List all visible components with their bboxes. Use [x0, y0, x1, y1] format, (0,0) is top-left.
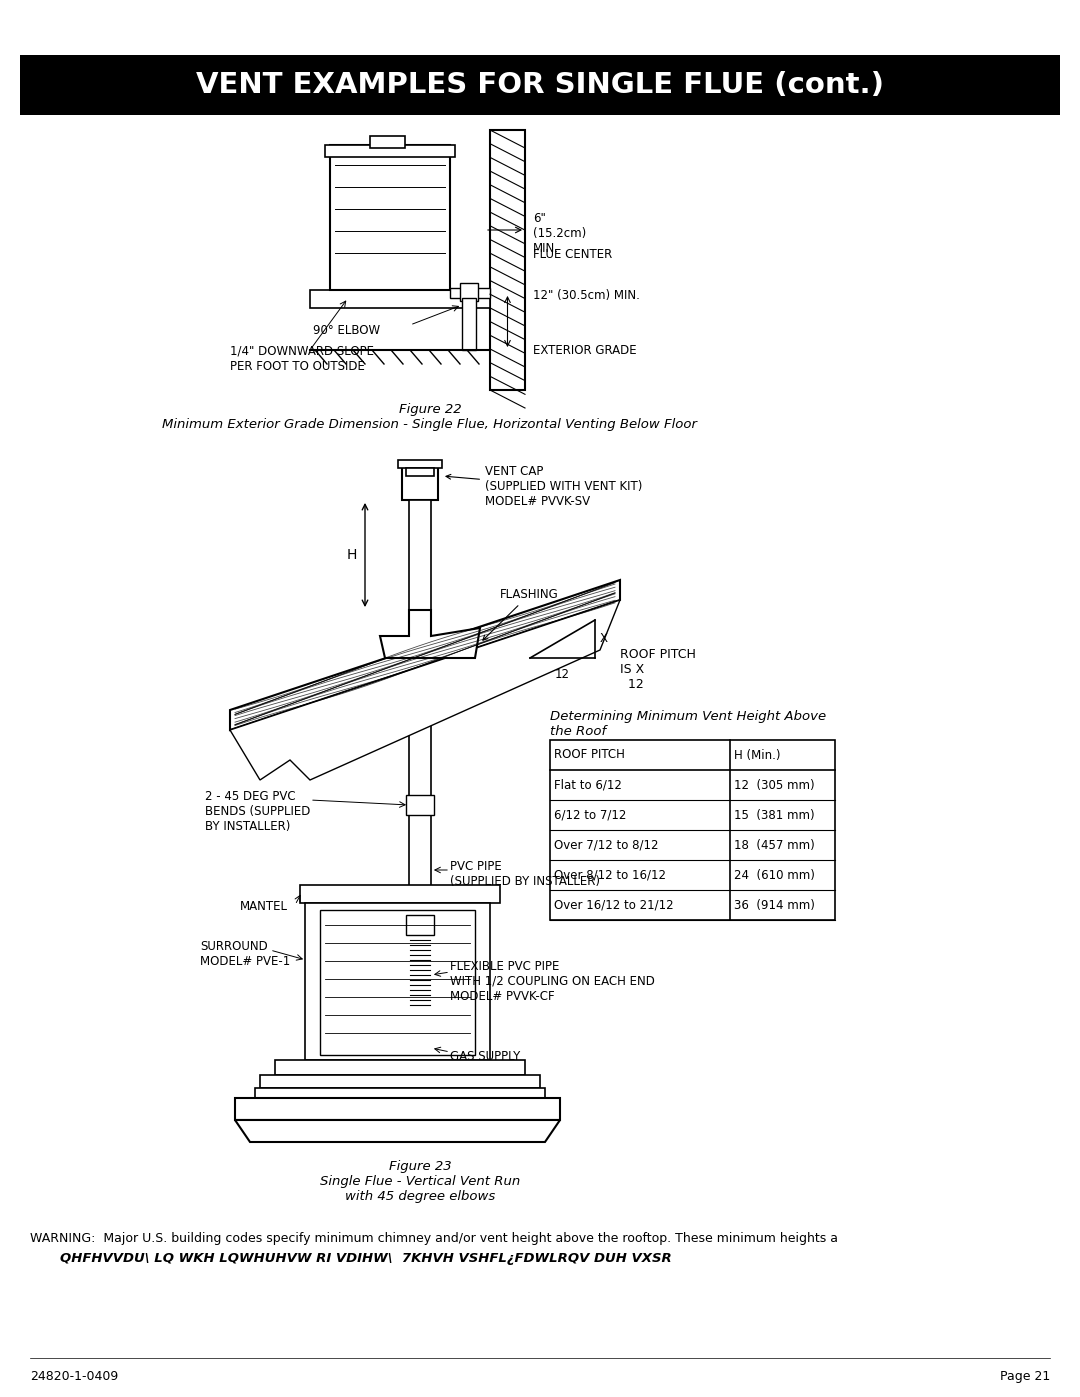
Text: VENT EXAMPLES FOR SINGLE FLUE (cont.): VENT EXAMPLES FOR SINGLE FLUE (cont.): [195, 71, 885, 99]
Text: 6"
(15.2cm)
MIN.: 6" (15.2cm) MIN.: [534, 212, 586, 256]
Text: Over 8/12 to 16/12: Over 8/12 to 16/12: [554, 869, 666, 882]
Bar: [235, 1098, 561, 1120]
Bar: [406, 795, 434, 814]
Text: 2 - 45 DEG PVC
BENDS (SUPPLIED
BY INSTALLER): 2 - 45 DEG PVC BENDS (SUPPLIED BY INSTAL…: [205, 789, 310, 833]
Text: 12" (30.5cm) MIN.: 12" (30.5cm) MIN.: [534, 289, 639, 302]
Text: Flat to 6/12: Flat to 6/12: [554, 778, 622, 792]
Text: Single Flue - Vertical Vent Run: Single Flue - Vertical Vent Run: [320, 1175, 521, 1187]
Bar: [310, 291, 490, 307]
Bar: [406, 468, 434, 476]
Text: 12  (305 mm): 12 (305 mm): [734, 778, 814, 792]
Bar: [255, 1088, 545, 1102]
Text: 12: 12: [555, 668, 570, 680]
Bar: [370, 136, 405, 148]
Text: Determining Minimum Vent Height Above
the Roof: Determining Minimum Vent Height Above th…: [550, 710, 826, 738]
Text: Minimum Exterior Grade Dimension - Single Flue, Horizontal Venting Below Floor: Minimum Exterior Grade Dimension - Singl…: [162, 418, 698, 432]
Text: 1/4" DOWNWARD SLOPE
PER FOOT TO OUTSIDE: 1/4" DOWNWARD SLOPE PER FOOT TO OUTSIDE: [230, 345, 374, 373]
Text: ROOF PITCH: ROOF PITCH: [554, 749, 625, 761]
Text: VENT CAP
(SUPPLIED WITH VENT KIT)
MODEL# PVVK-SV: VENT CAP (SUPPLIED WITH VENT KIT) MODEL#…: [446, 465, 643, 509]
Polygon shape: [235, 1120, 561, 1141]
Bar: [460, 284, 478, 300]
Text: X: X: [600, 633, 608, 645]
Text: Over 7/12 to 8/12: Over 7/12 to 8/12: [554, 838, 659, 852]
Text: PVC PIPE
(SUPPLIED BY INSTALLER): PVC PIPE (SUPPLIED BY INSTALLER): [450, 861, 600, 888]
Bar: [462, 298, 476, 351]
Bar: [450, 288, 490, 298]
Bar: [399, 460, 442, 468]
Bar: [305, 902, 490, 1060]
Text: 36  (914 mm): 36 (914 mm): [734, 898, 815, 911]
Text: FLEXIBLE PVC PIPE
WITH 1/2 COUPLING ON EACH END
MODEL# PVVK-CF: FLEXIBLE PVC PIPE WITH 1/2 COUPLING ON E…: [450, 960, 654, 1003]
Bar: [320, 909, 475, 1055]
Text: Figure 23: Figure 23: [389, 1160, 451, 1173]
Text: WARNING:  Major U.S. building codes specify minimum chimney and/or vent height a: WARNING: Major U.S. building codes speci…: [30, 1232, 838, 1245]
Bar: [330, 145, 450, 291]
Text: MANTEL: MANTEL: [240, 900, 288, 914]
Polygon shape: [380, 610, 480, 658]
Bar: [21, 54, 1059, 115]
Text: H: H: [347, 548, 357, 562]
Bar: [409, 500, 431, 1060]
Polygon shape: [230, 580, 620, 731]
Polygon shape: [230, 599, 620, 780]
Bar: [550, 740, 835, 921]
Text: ROOF PITCH
IS X
  12: ROOF PITCH IS X 12: [620, 648, 696, 692]
Text: with 45 degree elbows: with 45 degree elbows: [345, 1190, 495, 1203]
Text: 24820-1-0409: 24820-1-0409: [30, 1370, 118, 1383]
Bar: [402, 462, 438, 500]
Text: Over 16/12 to 21/12: Over 16/12 to 21/12: [554, 898, 674, 911]
Bar: [300, 886, 500, 902]
Text: 24  (610 mm): 24 (610 mm): [734, 869, 815, 882]
Bar: [275, 1060, 525, 1076]
Bar: [325, 145, 455, 156]
Text: SURROUND
MODEL# PVE-1: SURROUND MODEL# PVE-1: [200, 940, 291, 968]
Bar: [260, 1076, 540, 1088]
Text: GAS SUPPLY: GAS SUPPLY: [450, 1051, 521, 1063]
Text: FLUE CENTER: FLUE CENTER: [534, 249, 612, 261]
Text: H (Min.): H (Min.): [734, 749, 781, 761]
Text: QHFHVVDU\ LQ WKH LQWHUHVW RI VDIHW\  7KHVH VSHFL¿FDWLRQV DUH VXSR: QHFHVVDU\ LQ WKH LQWHUHVW RI VDIHW\ 7KHV…: [60, 1252, 672, 1266]
Text: EXTERIOR GRADE: EXTERIOR GRADE: [534, 344, 636, 356]
Bar: [406, 915, 434, 935]
Text: FLASHING: FLASHING: [483, 588, 558, 640]
Text: 90° ELBOW: 90° ELBOW: [313, 324, 380, 337]
Text: Page 21: Page 21: [1000, 1370, 1050, 1383]
Bar: [490, 130, 525, 390]
Text: 6/12 to 7/12: 6/12 to 7/12: [554, 809, 626, 821]
Text: 18  (457 mm): 18 (457 mm): [734, 838, 814, 852]
Text: 15  (381 mm): 15 (381 mm): [734, 809, 814, 821]
Text: Figure 22: Figure 22: [399, 402, 461, 416]
